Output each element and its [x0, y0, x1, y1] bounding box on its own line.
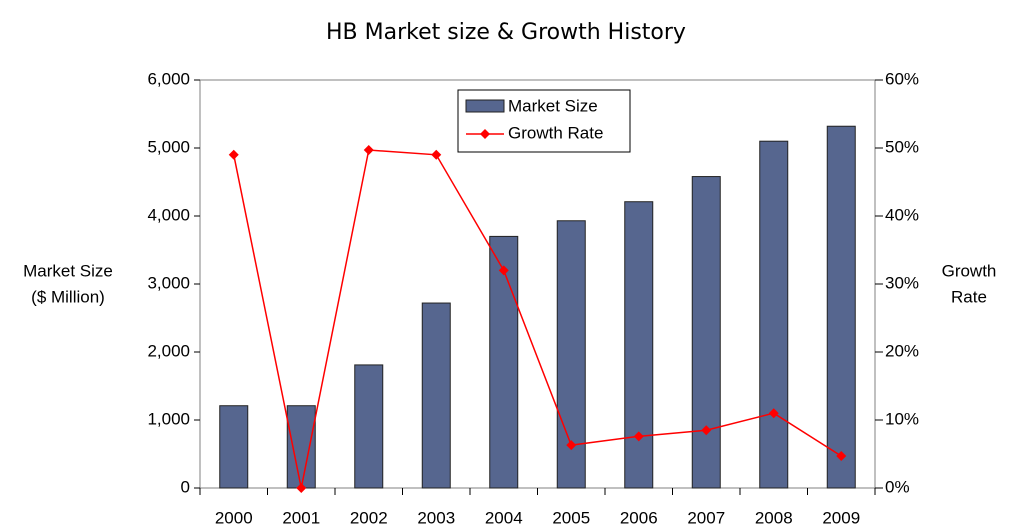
y-tick-label: 2,000 — [147, 341, 190, 360]
bar — [354, 364, 384, 489]
x-tick-label: 2007 — [687, 508, 725, 527]
marker — [498, 265, 509, 276]
y2-tick-label: 20% — [885, 341, 919, 360]
marker — [566, 440, 577, 451]
y2-tick-label: 50% — [885, 137, 919, 156]
bar — [759, 140, 789, 489]
marker — [296, 483, 307, 493]
y2-tick-label: 40% — [885, 205, 919, 224]
marker — [431, 149, 442, 160]
x-tick-label: 2009 — [822, 508, 860, 527]
bar — [826, 125, 856, 489]
y2-tick-label: 60% — [885, 69, 919, 88]
marker — [633, 431, 644, 442]
bar — [421, 302, 451, 489]
y-tick-label: 0 — [181, 477, 190, 496]
marker — [836, 451, 847, 462]
y2-tick-label: 10% — [885, 409, 919, 428]
y2-axis-label: Rate — [951, 287, 987, 306]
bar — [624, 201, 654, 489]
bar — [286, 405, 316, 489]
y-tick-label: 4,000 — [147, 205, 190, 224]
legend-label: Growth Rate — [508, 123, 603, 142]
bar — [691, 176, 721, 489]
bar — [489, 235, 519, 489]
y-tick-label: 6,000 — [147, 69, 190, 88]
y2-tick-label: 0% — [885, 477, 910, 496]
y-axis-label: ($ Million) — [31, 287, 105, 306]
y-tick-label: 1,000 — [147, 409, 190, 428]
marker — [701, 425, 712, 436]
bar — [219, 405, 249, 489]
y-tick-label: 3,000 — [147, 273, 190, 292]
x-tick-label: 2002 — [350, 508, 388, 527]
legend-swatch — [480, 129, 490, 139]
x-tick-label: 2001 — [282, 508, 320, 527]
chart-title: HB Market size & Growth History — [326, 20, 686, 45]
marker — [768, 408, 779, 419]
marker — [363, 145, 374, 156]
legend-swatch — [465, 99, 505, 113]
y-tick-label: 5,000 — [147, 137, 190, 156]
x-tick-label: 2006 — [620, 508, 658, 527]
y-axis-label: Market Size — [23, 261, 113, 280]
x-tick-label: 2005 — [552, 508, 590, 527]
line — [233, 149, 842, 489]
x-tick-label: 2008 — [755, 508, 793, 527]
x-tick-label: 2004 — [485, 508, 523, 527]
marker — [228, 149, 239, 160]
y2-tick-label: 30% — [885, 273, 919, 292]
x-tick-label: 2000 — [215, 508, 253, 527]
x-tick-label: 2003 — [417, 508, 455, 527]
legend-label: Market Size — [508, 96, 598, 115]
y2-axis-label: Growth — [942, 261, 997, 280]
